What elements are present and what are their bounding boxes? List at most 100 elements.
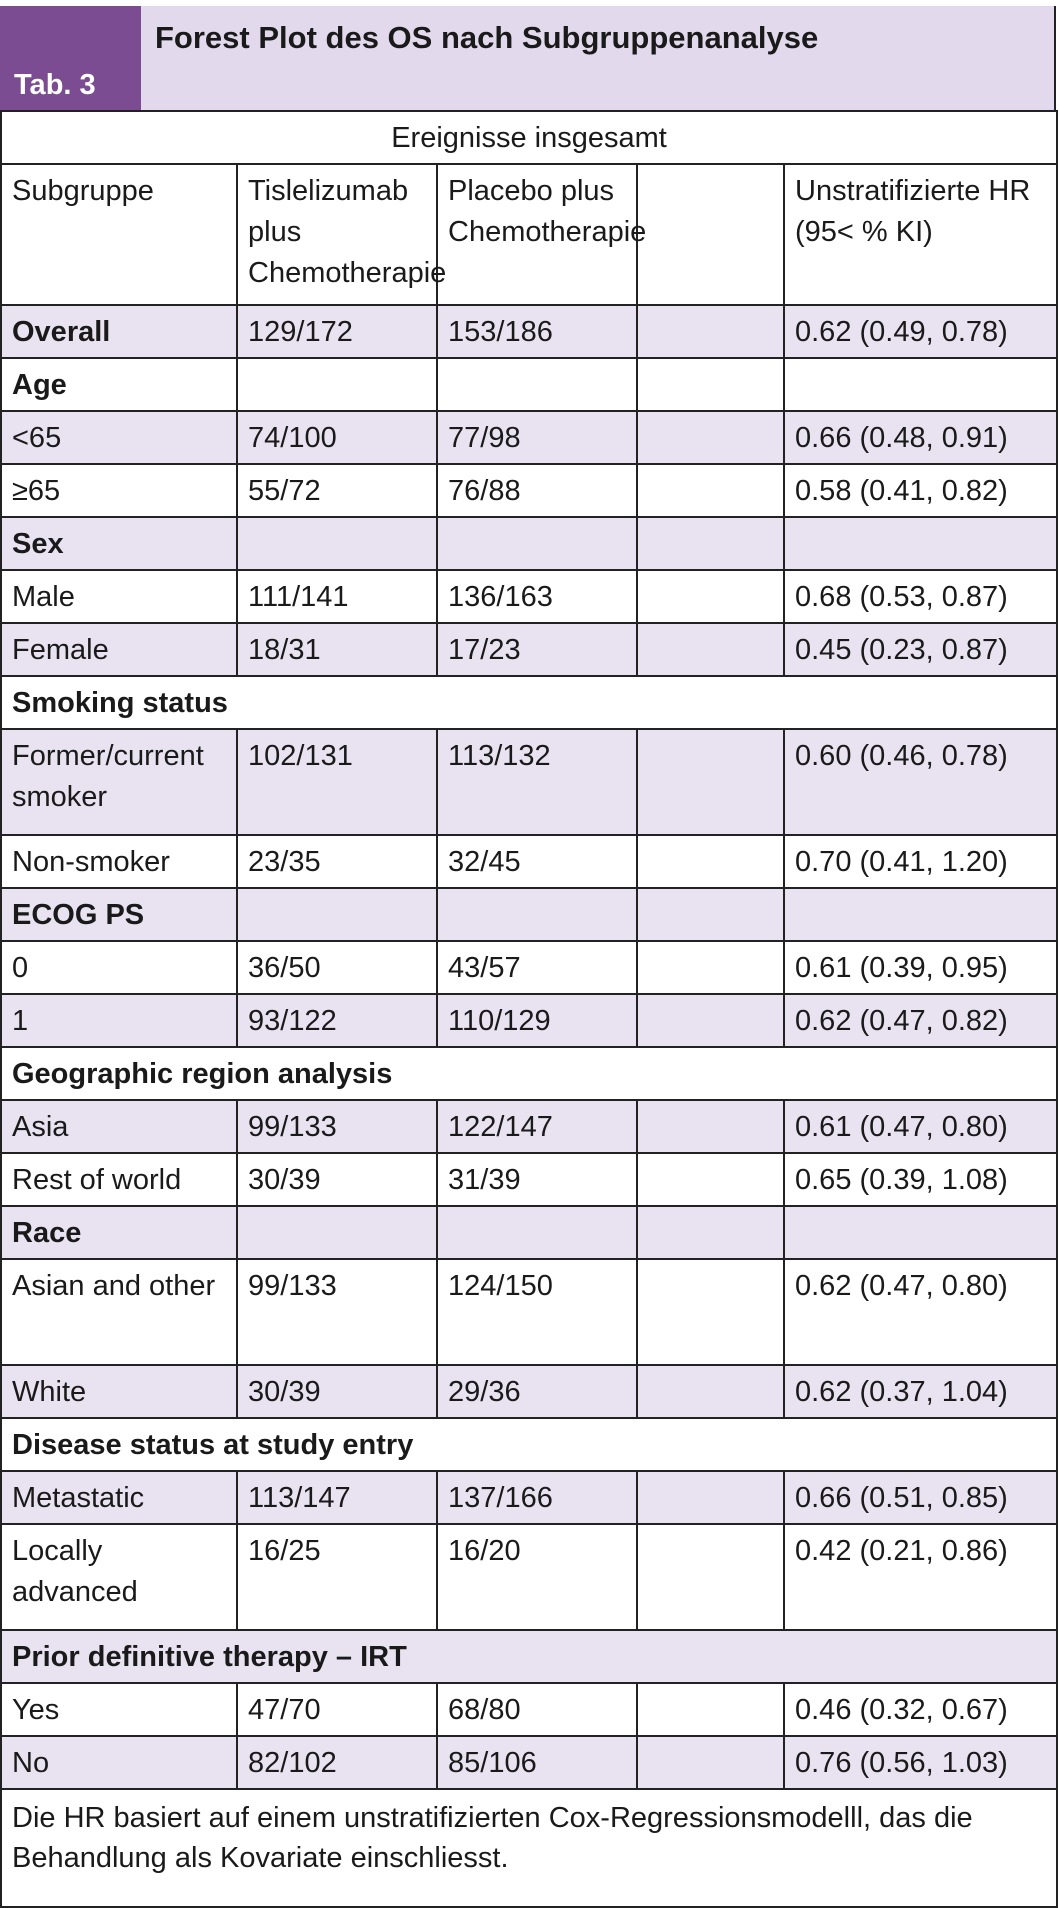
tislelizumab-events: 111/141 <box>236 569 438 624</box>
plot-cell <box>636 1523 785 1631</box>
placebo-events <box>436 516 638 571</box>
tislelizumab-events: 74/100 <box>236 410 438 465</box>
hazard-ratio: 0.58 (0.41, 0.82) <box>782 463 1059 518</box>
subgroup-heading: Race <box>0 1205 238 1260</box>
table-row: Metastatic 113/147 137/166 0.66 (0.51, 0.85… <box>0 1470 1059 1525</box>
plot-cell <box>636 1152 785 1207</box>
subgroup-heading: Sex <box>0 516 238 571</box>
hazard-ratio: 0.62 (0.49, 0.78) <box>782 304 1059 359</box>
hazard-ratio: 0.61 (0.39, 0.95) <box>782 940 1059 995</box>
subgroup-heading: Geographic region analysis <box>0 1046 1059 1101</box>
table-row: Female 18/31 17/23 0.45 (0.23, 0.87) <box>0 622 1059 677</box>
subgroup-heading: Age <box>0 357 238 412</box>
table-row: Asia 99/133 122/147 0.61 (0.47, 0.80) <box>0 1099 1059 1154</box>
plot-cell <box>636 569 785 624</box>
tislelizumab-events <box>236 887 438 942</box>
tislelizumab-events <box>236 357 438 412</box>
table-row: Yes 47/70 68/80 0.46 (0.32, 0.67) <box>0 1682 1059 1737</box>
tislelizumab-events: 23/35 <box>236 834 438 889</box>
hazard-ratio: 0.62 (0.47, 0.80) <box>782 1258 1059 1366</box>
hazard-ratio: 0.70 (0.41, 1.20) <box>782 834 1059 889</box>
placebo-events <box>436 1205 638 1260</box>
table-container: Tab. 3 Forest Plot des OS nach Subgruppe… <box>0 6 1059 1908</box>
plot-cell <box>636 1205 785 1260</box>
tislelizumab-events: 30/39 <box>236 1364 438 1419</box>
table-row: ≥65 55/72 76/88 0.58 (0.41, 0.82) <box>0 463 1059 518</box>
tislelizumab-events: 93/122 <box>236 993 438 1048</box>
tislelizumab-events: 99/133 <box>236 1099 438 1154</box>
subgroup-table: Ereignisse insgesamt Subgruppe Tislelizu… <box>0 110 1059 1908</box>
hazard-ratio: 0.61 (0.47, 0.80) <box>782 1099 1059 1154</box>
plot-cell <box>636 304 785 359</box>
subgroup-label: White <box>0 1364 238 1419</box>
tislelizumab-events: 47/70 <box>236 1682 438 1737</box>
table-title: Forest Plot des OS nach Subgruppenanalys… <box>141 6 1056 110</box>
tab-label: Tab. 3 <box>0 6 141 110</box>
placebo-events <box>436 887 638 942</box>
hazard-ratio: 0.45 (0.23, 0.87) <box>782 622 1059 677</box>
subgroup-label: Yes <box>0 1682 238 1737</box>
placebo-events: 16/20 <box>436 1523 638 1631</box>
placebo-events: 153/186 <box>436 304 638 359</box>
placebo-events: 17/23 <box>436 622 638 677</box>
table-row: Non-smoker 23/35 32/45 0.70 (0.41, 1.20) <box>0 834 1059 889</box>
placebo-events: 31/39 <box>436 1152 638 1207</box>
subgroup-label: Female <box>0 622 238 677</box>
subgroup-label: Metastatic <box>0 1470 238 1525</box>
plot-cell <box>636 940 785 995</box>
placebo-events: 122/147 <box>436 1099 638 1154</box>
hazard-ratio: 0.62 (0.47, 0.82) <box>782 993 1059 1048</box>
placebo-events: 113/132 <box>436 728 638 836</box>
placebo-events: 136/163 <box>436 569 638 624</box>
plot-cell <box>636 1258 785 1366</box>
subgroup-label: Former/current smoker <box>0 728 238 836</box>
plot-cell <box>636 357 785 412</box>
placebo-events: 85/106 <box>436 1735 638 1790</box>
footnote: Die HR basiert auf einem unstratifiziert… <box>0 1788 1059 1908</box>
subgroup-label: Asian and other <box>0 1258 238 1366</box>
table-row: Overall 129/172 153/186 0.62 (0.49, 0.78) <box>0 304 1059 359</box>
column-header-empty <box>636 163 785 306</box>
table-row: Race <box>0 1205 1059 1260</box>
hazard-ratio: 0.76 (0.56, 1.03) <box>782 1735 1059 1790</box>
tislelizumab-events: 55/72 <box>236 463 438 518</box>
column-header: Placebo plus Chemotherapie <box>436 163 646 306</box>
plot-cell <box>636 410 785 465</box>
column-header-row: Subgruppe Tislelizumab plus Chemotherapi… <box>0 163 1059 306</box>
table-row: Age <box>0 357 1059 412</box>
tislelizumab-events <box>236 516 438 571</box>
plot-cell <box>636 463 785 518</box>
tislelizumab-events: 129/172 <box>236 304 438 359</box>
subgroup-label: Locally advanced <box>0 1523 238 1631</box>
subgroup-heading: Prior definitive therapy – IRT <box>0 1629 1059 1684</box>
column-header: Unstratifizierte HR (95< % KI) <box>782 163 1059 306</box>
plot-cell <box>636 728 785 836</box>
subgroup-label: Male <box>0 569 238 624</box>
plot-cell <box>636 993 785 1048</box>
table-row: Smoking status <box>0 675 1059 730</box>
tislelizumab-events: 36/50 <box>236 940 438 995</box>
table-row: White 30/39 29/36 0.62 (0.37, 1.04) <box>0 1364 1059 1419</box>
subgroup-label: 1 <box>0 993 238 1048</box>
plot-cell <box>636 622 785 677</box>
hazard-ratio: 0.62 (0.37, 1.04) <box>782 1364 1059 1419</box>
hazard-ratio: 0.46 (0.32, 0.67) <box>782 1682 1059 1737</box>
placebo-events: 77/98 <box>436 410 638 465</box>
table-row: Asian and other 99/133 124/150 0.62 (0.47, … <box>0 1258 1059 1366</box>
tislelizumab-events: 18/31 <box>236 622 438 677</box>
subgroup-label: ≥65 <box>0 463 238 518</box>
plot-cell <box>636 1470 785 1525</box>
table-row: Male 111/141 136/163 0.68 (0.53, 0.87) <box>0 569 1059 624</box>
table-row: Prior definitive therapy – IRT <box>0 1629 1059 1684</box>
subgroup-label: No <box>0 1735 238 1790</box>
table-row: Locally advanced 16/25 16/20 0.42 (0.21, 0.… <box>0 1523 1059 1631</box>
placebo-events: 32/45 <box>436 834 638 889</box>
plot-cell <box>636 516 785 571</box>
tislelizumab-events: 99/133 <box>236 1258 438 1366</box>
hazard-ratio <box>782 516 1059 571</box>
plot-cell <box>636 1099 785 1154</box>
plot-cell <box>636 1682 785 1737</box>
placebo-events: 137/166 <box>436 1470 638 1525</box>
table-row: Sex <box>0 516 1059 571</box>
placebo-events: 110/129 <box>436 993 638 1048</box>
